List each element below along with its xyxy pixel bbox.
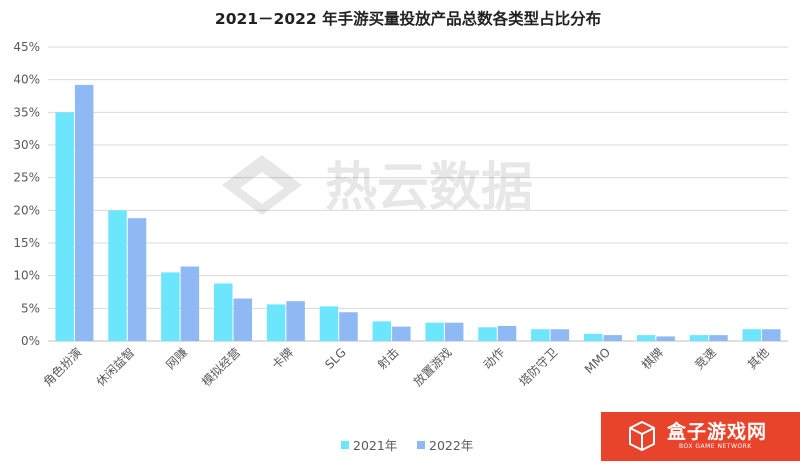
bar-2022 xyxy=(127,218,147,341)
watermark: 热云数据 xyxy=(222,155,533,218)
x-tick-label: 放置游戏 xyxy=(410,345,455,390)
bar-2021 xyxy=(55,112,74,341)
bar-2022 xyxy=(339,312,358,341)
bar-2021 xyxy=(742,329,762,341)
x-tick-label: 动作 xyxy=(481,345,508,372)
y-tick-label: 25% xyxy=(13,171,40,185)
bar-2021 xyxy=(531,329,550,341)
bar-2021 xyxy=(372,321,392,341)
brand-badge: 盒子游戏网 BOX GAME NETWORK xyxy=(601,412,800,461)
bar-2022 xyxy=(392,326,411,341)
bars-group xyxy=(55,84,781,341)
y-tick-label: 40% xyxy=(13,73,40,87)
bar-2021 xyxy=(266,304,286,341)
bar-2021 xyxy=(425,322,444,341)
y-tick-label: 30% xyxy=(13,138,40,152)
watermark-logo-icon xyxy=(222,155,302,215)
bar-2022 xyxy=(74,84,94,341)
bar-2022 xyxy=(762,329,781,341)
watermark-text: 热云数据 xyxy=(325,158,533,218)
badge-title: 盒子游戏网 xyxy=(667,421,768,443)
x-tick-label: MMO xyxy=(582,345,613,376)
x-tick-label: 竞速 xyxy=(692,345,719,372)
bar-2021 xyxy=(478,327,497,341)
x-tick-label: 模拟经营 xyxy=(199,345,243,389)
y-tick-label: 35% xyxy=(13,105,40,119)
x-tick-label: SLG xyxy=(322,345,349,372)
bar-2022 xyxy=(180,266,200,341)
bar-2022 xyxy=(497,325,517,341)
badge-subtitle: BOX GAME NETWORK xyxy=(679,443,752,450)
y-tick-label: 20% xyxy=(13,203,40,217)
legend-label: 2022年 xyxy=(429,438,473,453)
legend-label: 2021年 xyxy=(353,438,397,453)
bar-2021 xyxy=(319,306,339,341)
y-tick-label: 10% xyxy=(13,269,40,283)
bar-2021 xyxy=(161,272,180,341)
x-tick-label: 网赚 xyxy=(163,345,191,373)
y-tick-label: 45% xyxy=(13,40,40,54)
bar-2022 xyxy=(603,335,622,341)
y-tick-label: 5% xyxy=(21,301,40,315)
x-tick-label: 休闲益智 xyxy=(93,345,138,390)
legend: 2021年 2022年 xyxy=(341,438,473,453)
legend-swatch xyxy=(341,441,349,449)
bar-2021 xyxy=(636,335,656,341)
x-tick-label: 塔防守卫 xyxy=(516,345,561,390)
chart-title: 2021－2022 年手游买量投放产品总数各类型占比分布 xyxy=(215,9,601,28)
bar-2022 xyxy=(550,329,570,341)
x-tick-label: 卡牌 xyxy=(269,345,296,372)
bar-2021 xyxy=(214,283,233,341)
bar-2021 xyxy=(108,210,127,341)
bar-2022 xyxy=(709,335,728,341)
bar-2021 xyxy=(584,333,603,341)
y-tick-label: 0% xyxy=(21,334,40,348)
bar-2021 xyxy=(689,335,709,341)
bar-2022 xyxy=(444,322,464,341)
x-tick-labels: 角色扮演 休闲益智 网赚 模拟经营 卡牌 SLG 射击 放置游戏 动作 塔防守卫 MMO 棋牌 竞速 其他 xyxy=(40,345,772,390)
y-tick-label: 15% xyxy=(13,236,40,250)
x-tick-label: 射击 xyxy=(374,345,402,373)
box-logo-icon xyxy=(629,421,655,451)
bar-2022 xyxy=(286,301,305,341)
x-tick-label: 棋牌 xyxy=(639,345,666,372)
legend-swatch xyxy=(417,441,425,449)
bar-2022 xyxy=(233,298,252,341)
x-tick-label: 其他 xyxy=(745,345,772,372)
bar-2022 xyxy=(656,336,675,341)
x-tick-label: 角色扮演 xyxy=(40,345,85,390)
y-tick-labels: 0% 5% 10% 15% 20% 25% 30% 35% 40% 45% xyxy=(13,40,40,348)
